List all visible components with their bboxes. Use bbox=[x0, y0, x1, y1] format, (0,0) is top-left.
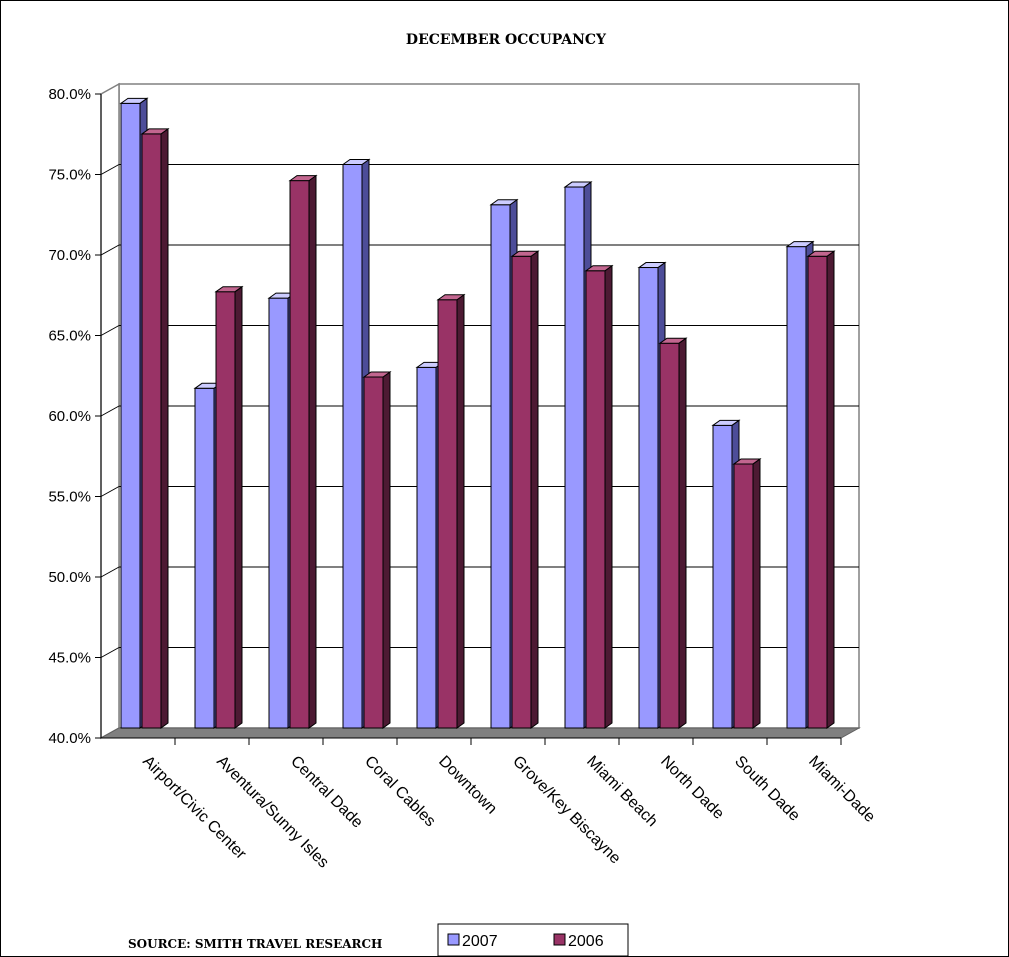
category-label: Downtown bbox=[435, 753, 500, 818]
y-tick-label: 45.0% bbox=[48, 650, 91, 667]
bar-top-2006-2 bbox=[288, 175, 318, 182]
bar-2006-3 bbox=[363, 376, 384, 729]
bar-2006-8 bbox=[733, 463, 754, 729]
y-tick-label: 80.0% bbox=[48, 86, 91, 103]
bar-2007-1 bbox=[194, 387, 215, 729]
bar-2007-7 bbox=[638, 267, 659, 729]
bar-top-2007-7 bbox=[637, 262, 667, 269]
y-tick-label: 75.0% bbox=[48, 167, 91, 184]
bar-top-2007-6 bbox=[563, 181, 593, 188]
legend: 2007 2006 bbox=[437, 923, 629, 956]
bar-top-2006-8 bbox=[732, 458, 762, 465]
bar-2006-9 bbox=[807, 255, 828, 729]
bar-top-2006-1 bbox=[214, 286, 244, 293]
bar-side-2006-3 bbox=[382, 371, 391, 729]
bar-side-2006-8 bbox=[752, 457, 761, 729]
gridline-side bbox=[100, 164, 120, 175]
bar-side-2006-4 bbox=[456, 293, 465, 729]
bar-top-2007-0 bbox=[119, 97, 149, 104]
y-tick-label: 50.0% bbox=[48, 569, 91, 586]
floor bbox=[99, 727, 861, 739]
bar-top-2007-5 bbox=[489, 199, 519, 206]
bar-2007-2 bbox=[268, 297, 289, 729]
y-tick-label: 65.0% bbox=[48, 328, 91, 345]
bar-2007-0 bbox=[120, 102, 141, 729]
plot-area: 40.0% 45.0% 50.0% 55.0% 60.0% 65.0% 70.0% 75.0%… bbox=[48, 82, 878, 872]
bar-2006-2 bbox=[289, 180, 310, 729]
bar-top-2006-6 bbox=[584, 265, 614, 272]
category-label: Miami-Dade bbox=[805, 753, 878, 826]
bar-top-2006-0 bbox=[140, 128, 170, 135]
bar-2006-7 bbox=[659, 342, 680, 729]
bar-2007-8 bbox=[712, 424, 733, 729]
bar-2006-0 bbox=[141, 133, 162, 729]
gridline-side bbox=[100, 244, 120, 256]
bar-2006-6 bbox=[585, 270, 606, 729]
legend-label-2006: 2006 bbox=[568, 933, 604, 950]
y-tick-label: 60.0% bbox=[48, 408, 91, 425]
bar-side-2006-6 bbox=[604, 264, 613, 729]
bar-top-2007-8 bbox=[711, 419, 741, 426]
bar-side-2006-5 bbox=[530, 250, 539, 729]
bar-2007-6 bbox=[564, 186, 585, 729]
bar-side-2006-9 bbox=[826, 250, 835, 729]
bar-2006-1 bbox=[215, 291, 236, 729]
legend-swatch-2006 bbox=[553, 933, 566, 946]
category-label: Coral Cables bbox=[361, 753, 438, 830]
source-note: SOURCE: SMITH TRAVEL RESEARCH bbox=[128, 937, 382, 951]
gridline-side bbox=[100, 486, 120, 497]
bar-top-2007-3 bbox=[341, 159, 371, 165]
bar-side-2006-0 bbox=[160, 127, 169, 729]
bar-top-2006-4 bbox=[436, 294, 466, 301]
legend-swatch-2007 bbox=[447, 933, 460, 946]
bar-2006-4 bbox=[437, 299, 458, 729]
category-label: Miami Beach bbox=[583, 753, 660, 830]
bar-2007-3 bbox=[342, 164, 363, 729]
legend-label-2007: 2007 bbox=[462, 933, 498, 950]
y-tick-label: 70.0% bbox=[48, 247, 91, 264]
bar-side-2006-2 bbox=[308, 174, 317, 729]
gridline-side bbox=[100, 405, 120, 417]
legend-box bbox=[437, 923, 629, 956]
chart-title: DECEMBER OCCUPANCY bbox=[406, 32, 607, 48]
y-tick-label: 55.0% bbox=[48, 489, 91, 506]
category-label: Central Dade bbox=[287, 753, 366, 832]
bar-side-2006-7 bbox=[678, 337, 687, 729]
bar-top-2006-3 bbox=[362, 371, 392, 378]
category-label: North Dade bbox=[657, 753, 727, 823]
gridline-side bbox=[100, 325, 120, 336]
bar-2007-9 bbox=[786, 246, 807, 729]
bar-top-2006-9 bbox=[806, 250, 836, 257]
bar-top-2006-7 bbox=[658, 337, 688, 344]
gridline-side bbox=[100, 566, 120, 578]
bar-top-2006-5 bbox=[510, 250, 540, 257]
category-label: South Dade bbox=[731, 753, 803, 825]
y-tick-label: 40.0% bbox=[48, 730, 91, 747]
gridline-side bbox=[100, 647, 120, 658]
bar-side-2006-1 bbox=[234, 285, 243, 729]
bar-2007-5 bbox=[490, 204, 511, 729]
bar-2007-4 bbox=[416, 366, 437, 729]
bar-top-2007-9 bbox=[785, 241, 815, 248]
bar-2006-5 bbox=[511, 255, 532, 729]
